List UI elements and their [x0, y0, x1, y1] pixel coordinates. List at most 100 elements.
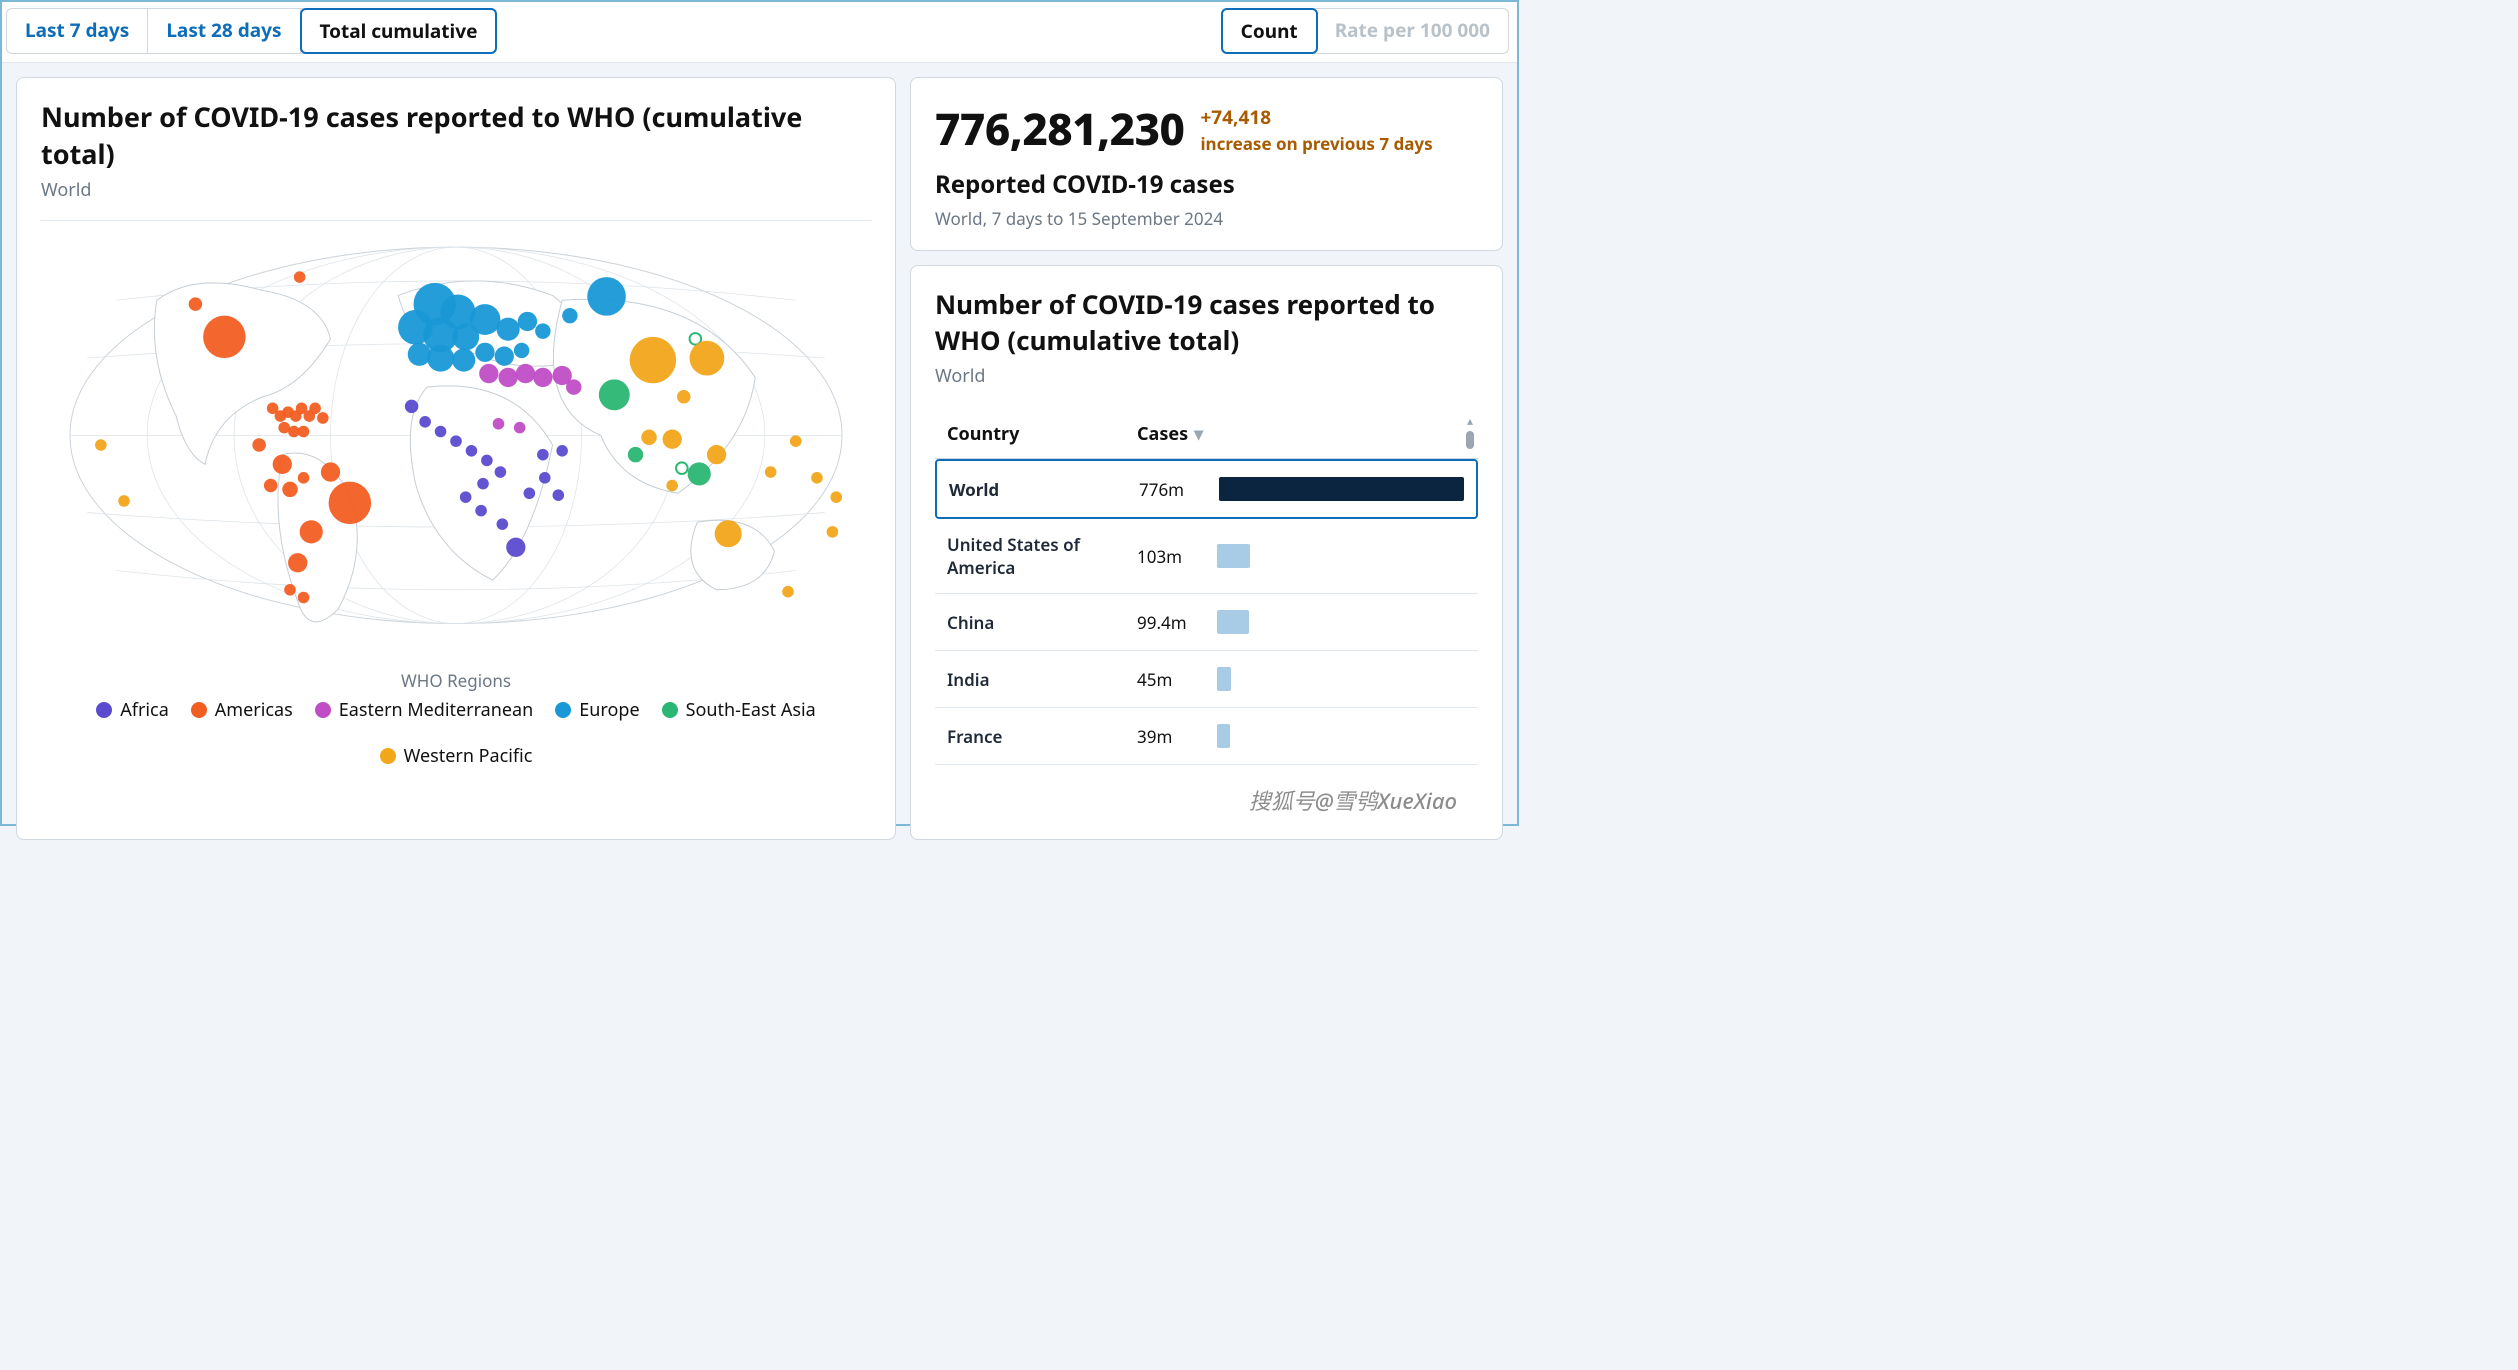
map-bubble[interactable]	[690, 341, 725, 376]
map-bubble[interactable]	[715, 520, 742, 547]
map-bubble[interactable]	[317, 412, 329, 424]
map-bubble[interactable]	[811, 472, 823, 484]
map-bubble[interactable]	[498, 368, 517, 387]
map-bubble[interactable]	[405, 400, 419, 414]
map-bubble[interactable]	[514, 343, 529, 358]
map-bubble[interactable]	[475, 343, 494, 362]
map-bubble[interactable]	[765, 466, 777, 478]
map-bubble[interactable]	[599, 379, 630, 410]
scroll-thumb[interactable]	[1466, 431, 1474, 449]
legend-item[interactable]: Western Pacific	[380, 744, 533, 768]
map-bubble[interactable]	[481, 455, 493, 467]
tab-last-7-days[interactable]: Last 7 days	[7, 9, 148, 53]
table-body[interactable]: World776mUnited States of America103mChi…	[935, 459, 1478, 819]
map-bubble[interactable]	[282, 482, 297, 497]
map-bubble[interactable]	[666, 480, 678, 492]
table-header: Country Cases ▾	[935, 412, 1478, 459]
legend-item[interactable]: Eastern Mediterranean	[315, 698, 534, 722]
map-bubble[interactable]	[300, 520, 323, 543]
map-bubble[interactable]	[628, 447, 643, 462]
legend-item[interactable]: Africa	[96, 698, 169, 722]
map-bubble[interactable]	[566, 379, 581, 394]
table-row[interactable]: World776m	[935, 459, 1478, 519]
map-bubble[interactable]	[688, 462, 711, 485]
map-bubble[interactable]	[514, 422, 526, 434]
col-cases[interactable]: Cases ▾	[1137, 422, 1217, 446]
map-bubble[interactable]	[460, 491, 472, 503]
map-bubble[interactable]	[309, 403, 321, 415]
map-bubble[interactable]	[252, 438, 266, 452]
col-country[interactable]: Country	[947, 422, 1137, 446]
legend-label: South-East Asia	[686, 698, 816, 722]
tab-rate-per-100k[interactable]: Rate per 100 000	[1317, 9, 1508, 53]
map-bubble[interactable]	[497, 518, 509, 530]
map-bubble[interactable]	[477, 478, 489, 490]
map-bubble[interactable]	[452, 348, 475, 371]
map-bubble[interactable]	[294, 271, 306, 283]
map-bubble[interactable]	[587, 277, 626, 316]
map-bubble[interactable]	[450, 435, 462, 447]
map-bubble[interactable]	[118, 495, 130, 507]
row-bar	[1219, 477, 1464, 501]
map-bubble[interactable]	[203, 316, 245, 358]
map-bubble[interactable]	[553, 489, 565, 501]
map-bubble[interactable]	[470, 304, 501, 335]
table-row[interactable]: United States of America103m	[935, 519, 1478, 594]
table-row[interactable]: China99.4m	[935, 594, 1478, 651]
map-bubble[interactable]	[782, 586, 794, 598]
map-bubble[interactable]	[495, 347, 514, 366]
legend-item[interactable]: Americas	[191, 698, 293, 722]
tab-last-28-days[interactable]: Last 28 days	[148, 9, 300, 53]
map-bubble[interactable]	[466, 445, 478, 457]
map-bubble[interactable]	[288, 553, 307, 572]
map-panel: Number of COVID-19 cases reported to WHO…	[16, 77, 896, 840]
map-bubble[interactable]	[95, 439, 107, 451]
map-bubble[interactable]	[408, 343, 431, 366]
map-bubble[interactable]	[556, 445, 568, 457]
kpi-subtitle: World, 7 days to 15 September 2024	[935, 207, 1478, 230]
map-bubble[interactable]	[827, 526, 839, 538]
map-bubble[interactable]	[321, 462, 340, 481]
map-bubble[interactable]	[189, 297, 203, 311]
map-bubble[interactable]	[479, 364, 498, 383]
world-map[interactable]	[41, 235, 871, 655]
map-bubble[interactable]	[495, 466, 507, 478]
map-bubble[interactable]	[562, 308, 577, 323]
map-bubble[interactable]	[475, 505, 487, 517]
scrollbar[interactable]: ▴	[1466, 412, 1474, 449]
map-bubble[interactable]	[298, 592, 310, 604]
map-bubble[interactable]	[427, 345, 454, 372]
map-bubble[interactable]	[497, 318, 520, 341]
map-bubble[interactable]	[641, 430, 656, 445]
map-bubble[interactable]	[264, 479, 278, 493]
legend-item[interactable]: Europe	[555, 698, 639, 722]
map-bubble[interactable]	[539, 472, 551, 484]
map-bubble[interactable]	[630, 337, 676, 383]
map-bubble[interactable]	[707, 445, 726, 464]
table-row[interactable]: India45m	[935, 651, 1478, 708]
legend-item[interactable]: South-East Asia	[662, 698, 816, 722]
map-bubble[interactable]	[298, 472, 310, 484]
map-bubble[interactable]	[663, 430, 682, 449]
legend-title: WHO Regions	[41, 669, 871, 692]
map-bubble[interactable]	[419, 416, 431, 428]
map-bubble[interactable]	[298, 426, 310, 438]
map-bubble[interactable]	[535, 323, 550, 338]
map-bubble[interactable]	[537, 449, 549, 461]
tab-count[interactable]: Count	[1221, 8, 1318, 54]
map-bubble[interactable]	[273, 455, 292, 474]
map-bubble[interactable]	[506, 538, 525, 557]
map-bubble[interactable]	[284, 584, 296, 596]
map-bubble[interactable]	[518, 312, 537, 331]
tab-total-cumulative[interactable]: Total cumulative	[300, 8, 498, 54]
map-bubble[interactable]	[493, 418, 505, 430]
map-bubble[interactable]	[677, 390, 691, 404]
map-bubble[interactable]	[435, 426, 447, 438]
map-bubble[interactable]	[329, 482, 371, 524]
map-bubble[interactable]	[533, 368, 552, 387]
map-bubble[interactable]	[524, 487, 536, 499]
table-row[interactable]: France39m	[935, 708, 1478, 765]
map-bubble[interactable]	[790, 435, 802, 447]
map-bubble[interactable]	[830, 491, 842, 503]
map-bubble[interactable]	[516, 364, 535, 383]
